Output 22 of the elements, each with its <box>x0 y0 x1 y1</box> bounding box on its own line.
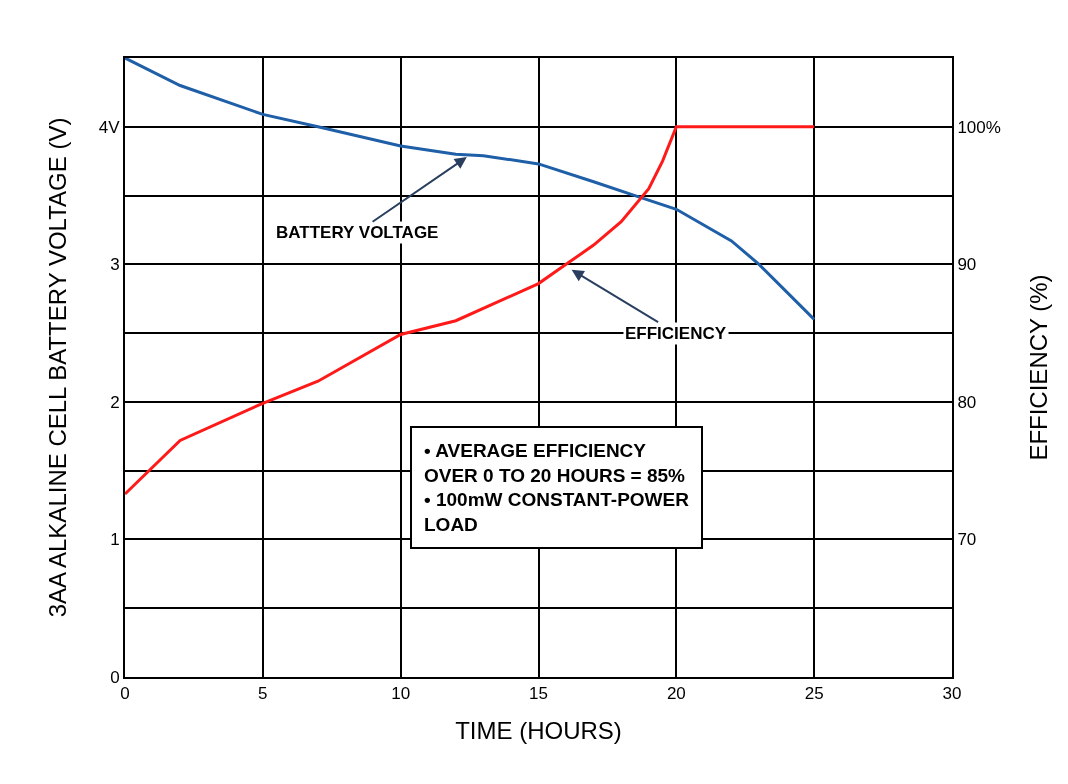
y2-tick-label: 100% <box>957 117 1001 137</box>
x-tick-label: 15 <box>529 684 548 704</box>
y-axis-title: 3AA ALKALINE CELL BATTERY VOLTAGE (V) <box>44 117 72 618</box>
y-tick-label: 2 <box>110 392 120 412</box>
y-tick-label: 3 <box>110 255 120 275</box>
y-tick-label: 1 <box>110 530 120 550</box>
y2-tick-label: 70 <box>957 530 977 550</box>
annotation: • AVERAGE EFFICIENCY OVER 0 TO 20 HOURS = 85% • 100mW CONSTANT-POWER LOAD <box>424 440 690 536</box>
y2-tick-label: 80 <box>957 392 977 412</box>
y-tick-label: 0 <box>110 667 120 687</box>
y2-tick-label: 90 <box>957 255 977 275</box>
annotation: BATTERY VOLTAGE <box>276 223 439 242</box>
annotation: EFFICIENCY <box>625 324 727 343</box>
y2-axis-title: EFFICIENCY (%) <box>1024 274 1052 461</box>
line-series <box>125 58 816 321</box>
x-tick-label: 5 <box>258 684 268 704</box>
x-tick-label: 20 <box>666 684 686 704</box>
x-tick-label: 25 <box>804 684 824 704</box>
x-tick-label: 30 <box>942 684 962 704</box>
y-tick-label: 4V <box>98 117 121 137</box>
x-axis-title: TIME (HOURS) <box>455 717 622 745</box>
x-tick-label: 10 <box>391 684 411 704</box>
